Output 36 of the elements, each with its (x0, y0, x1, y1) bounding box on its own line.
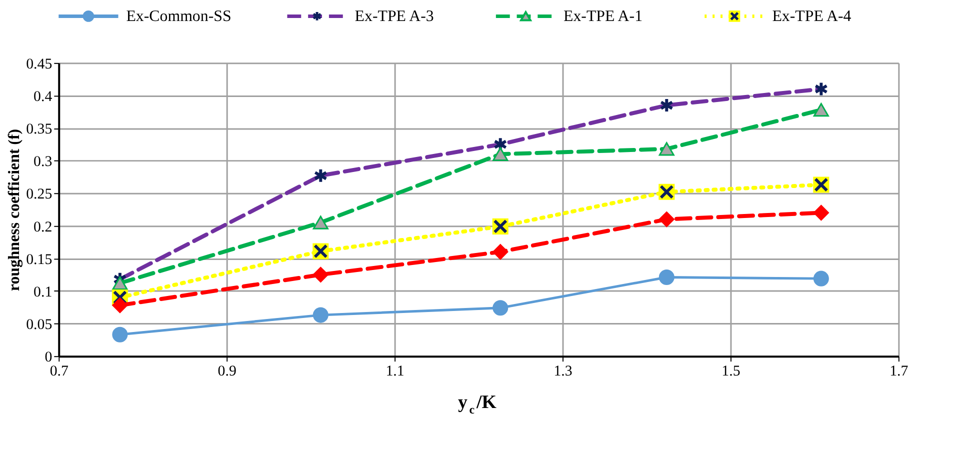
x-tick-label: 0.7 (50, 363, 69, 380)
y-axis-title: roughness coefficient (f) (6, 128, 24, 292)
legend-label: Ex-TPE A-4 (772, 8, 852, 26)
y-tick-label: 0.1 (34, 284, 52, 300)
point (112, 326, 128, 342)
y-tick-label: 0 (44, 350, 52, 366)
point (312, 216, 328, 230)
y-tick-label: 0.45 (26, 56, 52, 72)
y-tick-label: 0.2 (34, 219, 52, 236)
legend-label: Ex-Common-SS (126, 8, 232, 26)
point (492, 147, 508, 161)
y-tick-label: 0.3 (34, 154, 52, 170)
point (112, 276, 128, 290)
point (312, 266, 328, 282)
point (492, 300, 508, 316)
point (813, 270, 829, 286)
point (312, 307, 328, 323)
point (658, 212, 674, 228)
x-tick-label: 1.1 (386, 363, 404, 380)
point (658, 270, 674, 286)
legend-label: Ex-TPE A-1 (564, 8, 643, 26)
y-tick-label: 0.05 (26, 316, 52, 333)
y-tick-label: 0.25 (26, 186, 52, 203)
point (112, 298, 128, 314)
x-tick-label: 1.7 (890, 363, 909, 380)
point (813, 204, 829, 221)
y-tick-label: 0.4 (34, 88, 53, 105)
y-tick-label: 0.15 (26, 252, 52, 268)
x-tick-label: 0.9 (218, 363, 236, 380)
y-tick-label: 0.35 (26, 122, 52, 138)
legend-label: Ex-TPE A-3 (354, 8, 434, 26)
point (813, 102, 829, 117)
x-tick-label: 1.3 (554, 363, 572, 380)
point (492, 244, 508, 260)
point (658, 142, 674, 156)
x-tick-label: 1.5 (722, 363, 740, 380)
